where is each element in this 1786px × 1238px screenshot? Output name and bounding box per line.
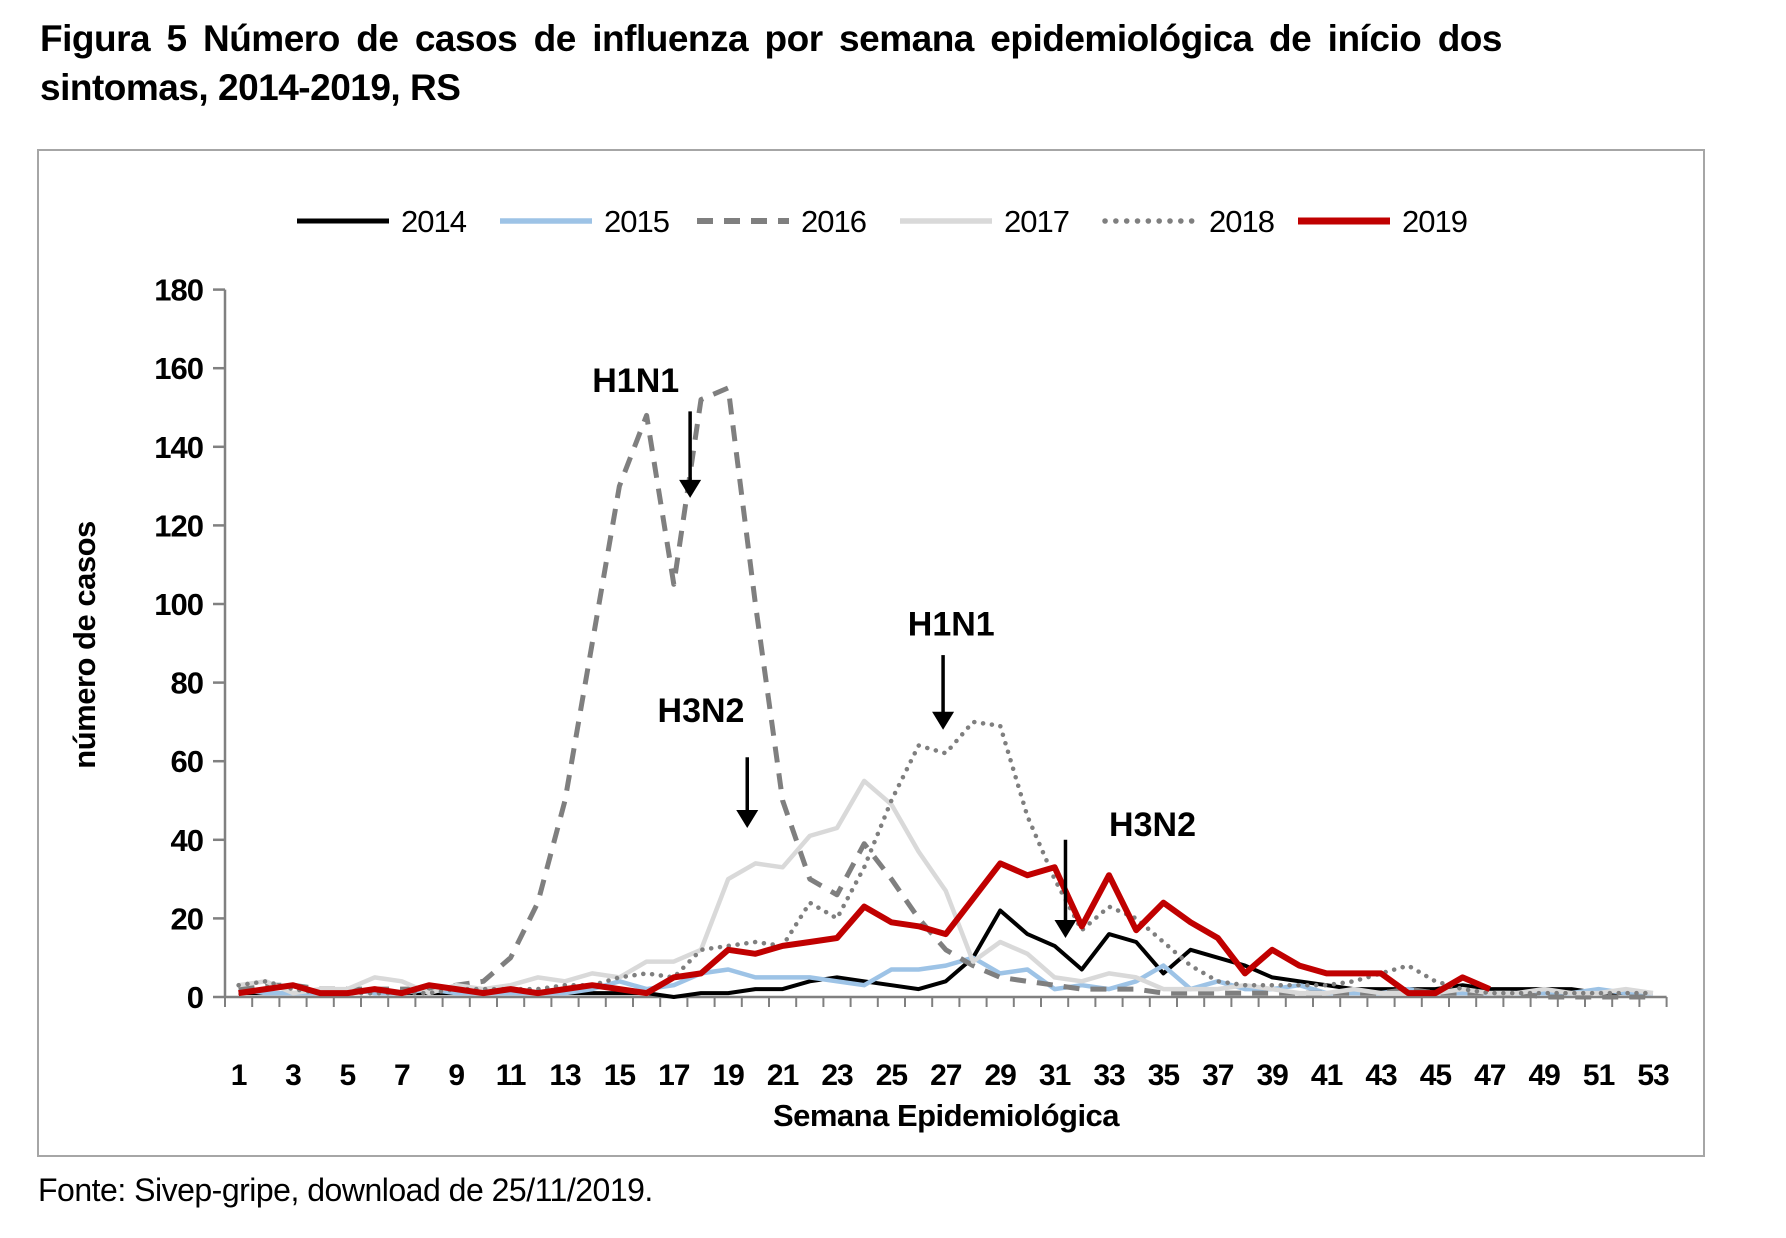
annotations: H1N1 H3N2 H1N1 H3N2: [592, 362, 1196, 939]
x-axis: 1 3 5 7 9 11 13 15 17 19 21 23 25 27 29 31 33 35 37 39 41 43 4…: [224, 995, 1670, 1092]
x-tick-label: 21: [767, 1059, 799, 1092]
legend-label: 2016: [801, 204, 866, 239]
x-tick-label: 41: [1311, 1059, 1343, 1092]
figure-title-line1: Figura 5 Número de casos de influenza po…: [40, 18, 1503, 59]
x-tick-label: 33: [1093, 1059, 1125, 1092]
legend-item-2015: 2015: [500, 204, 670, 239]
annotation-h3n2: H3N2: [658, 692, 759, 829]
y-tick-label: 140: [154, 430, 203, 465]
legend-item-2017: 2017: [900, 204, 1070, 239]
data-series: [236, 385, 1656, 1000]
x-tick-label: 31: [1039, 1059, 1071, 1092]
legend-label: 2018: [1209, 204, 1274, 239]
annotation-arrow-head: [1054, 920, 1077, 939]
x-tick-label: 15: [604, 1059, 636, 1092]
y-tick-label: 180: [154, 273, 203, 308]
x-tick-label: 37: [1202, 1059, 1234, 1092]
figure-title-line2: sintomas, 2014-2019, RS: [40, 67, 461, 108]
legend-item-2016: 2016: [697, 204, 867, 239]
legend-label: 2015: [604, 204, 669, 239]
x-tick-label: 29: [985, 1059, 1017, 1092]
x-tick-label: 49: [1529, 1059, 1561, 1092]
annotation-label: H3N2: [1109, 806, 1196, 844]
y-axis-title: número de casos: [67, 521, 102, 768]
x-tick-label: 43: [1365, 1059, 1397, 1092]
x-tick-label: 17: [658, 1059, 690, 1092]
x-tick-label: 9: [448, 1059, 464, 1092]
x-tick-label: 7: [394, 1059, 410, 1092]
y-axis: 0 20 40 60 80 100 120 140 160 180: [154, 273, 227, 1015]
series-line-2016: [238, 385, 1653, 1000]
y-tick-label: 60: [171, 744, 203, 779]
y-tick-label: 40: [171, 823, 203, 858]
source-note: Fonte: Sivep-gripe, download de 25/11/20…: [38, 1172, 653, 1208]
x-tick-label: 13: [549, 1059, 581, 1092]
legend-label: 2019: [1402, 204, 1467, 239]
annotation-label: H1N1: [592, 362, 679, 400]
series-line-2017: [238, 778, 1654, 996]
legend-item-2018: 2018: [1102, 204, 1275, 239]
x-tick-label: 25: [876, 1059, 908, 1092]
x-tick-label: 5: [340, 1059, 356, 1092]
y-tick-label: 100: [154, 587, 203, 622]
y-tick-label: 0: [187, 980, 203, 1015]
y-tick-label: 80: [171, 666, 203, 701]
annotation-label: H3N2: [658, 692, 745, 730]
x-tick-label: 3: [285, 1059, 301, 1092]
legend-label: 2017: [1004, 204, 1069, 239]
x-tick-label: 35: [1148, 1059, 1180, 1092]
y-tick-label: 120: [154, 508, 203, 543]
x-tick-label: 11: [496, 1059, 526, 1092]
x-axis-title: Semana Epidemiológica: [773, 1098, 1120, 1133]
y-tick-label: 160: [154, 351, 203, 386]
x-tick-label: 19: [713, 1059, 745, 1092]
chart-legend: 2014 2015 2016 2017 2018 2019: [297, 204, 1468, 239]
x-tick-label: 51: [1583, 1059, 1615, 1092]
annotation-h3n2: H3N2: [1054, 806, 1196, 939]
x-tick-label: 27: [930, 1059, 962, 1092]
annotation-h1n1: H1N1: [908, 606, 995, 730]
x-tick-label: 45: [1420, 1059, 1452, 1092]
x-tick-label: 47: [1474, 1059, 1506, 1092]
figure-title: Figura 5 Número de casos de influenza po…: [40, 14, 1503, 112]
x-tick-label: 39: [1257, 1059, 1289, 1092]
x-tick-label: 1: [231, 1059, 247, 1092]
annotation-arrow-head: [932, 711, 955, 730]
annotation-arrow-head: [736, 810, 759, 829]
annotation-arrow-head: [679, 479, 702, 498]
x-tick-label: 23: [821, 1059, 853, 1092]
legend-item-2019: 2019: [1298, 204, 1468, 239]
chart-frame: [37, 149, 1705, 1157]
y-tick-label: 20: [171, 901, 203, 936]
annotation-label: H1N1: [908, 606, 995, 644]
annotation-h1n1: H1N1: [592, 362, 702, 498]
series-line-2019: [238, 860, 1491, 997]
x-tick-label: 53: [1637, 1059, 1669, 1092]
legend-item-2014: 2014: [297, 204, 468, 239]
legend-label: 2014: [401, 204, 467, 239]
